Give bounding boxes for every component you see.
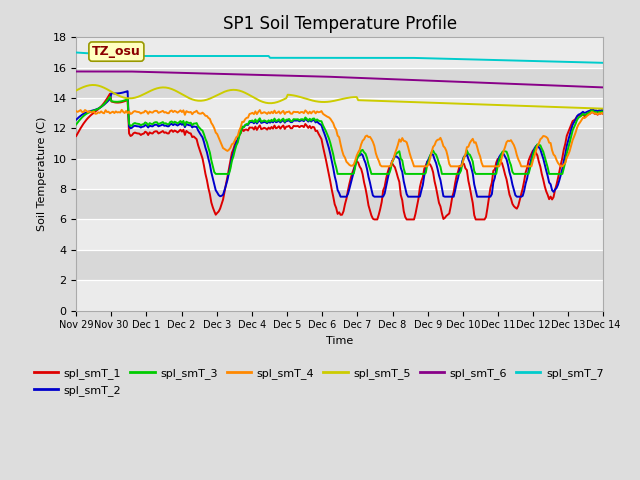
- Bar: [76, 159, 604, 189]
- Bar: [76, 250, 604, 280]
- Bar: [76, 189, 604, 219]
- Bar: [76, 37, 604, 68]
- X-axis label: Time: Time: [326, 336, 353, 346]
- Bar: [76, 68, 604, 98]
- Y-axis label: Soil Temperature (C): Soil Temperature (C): [36, 117, 47, 231]
- Title: SP1 Soil Temperature Profile: SP1 Soil Temperature Profile: [223, 15, 457, 33]
- Text: TZ_osu: TZ_osu: [92, 45, 141, 58]
- Bar: [76, 98, 604, 128]
- Bar: [76, 128, 604, 159]
- Bar: [76, 280, 604, 311]
- Bar: [76, 219, 604, 250]
- Legend: spl_smT_1, spl_smT_2, spl_smT_3, spl_smT_4, spl_smT_5, spl_smT_6, spl_smT_7: spl_smT_1, spl_smT_2, spl_smT_3, spl_smT…: [29, 364, 608, 400]
